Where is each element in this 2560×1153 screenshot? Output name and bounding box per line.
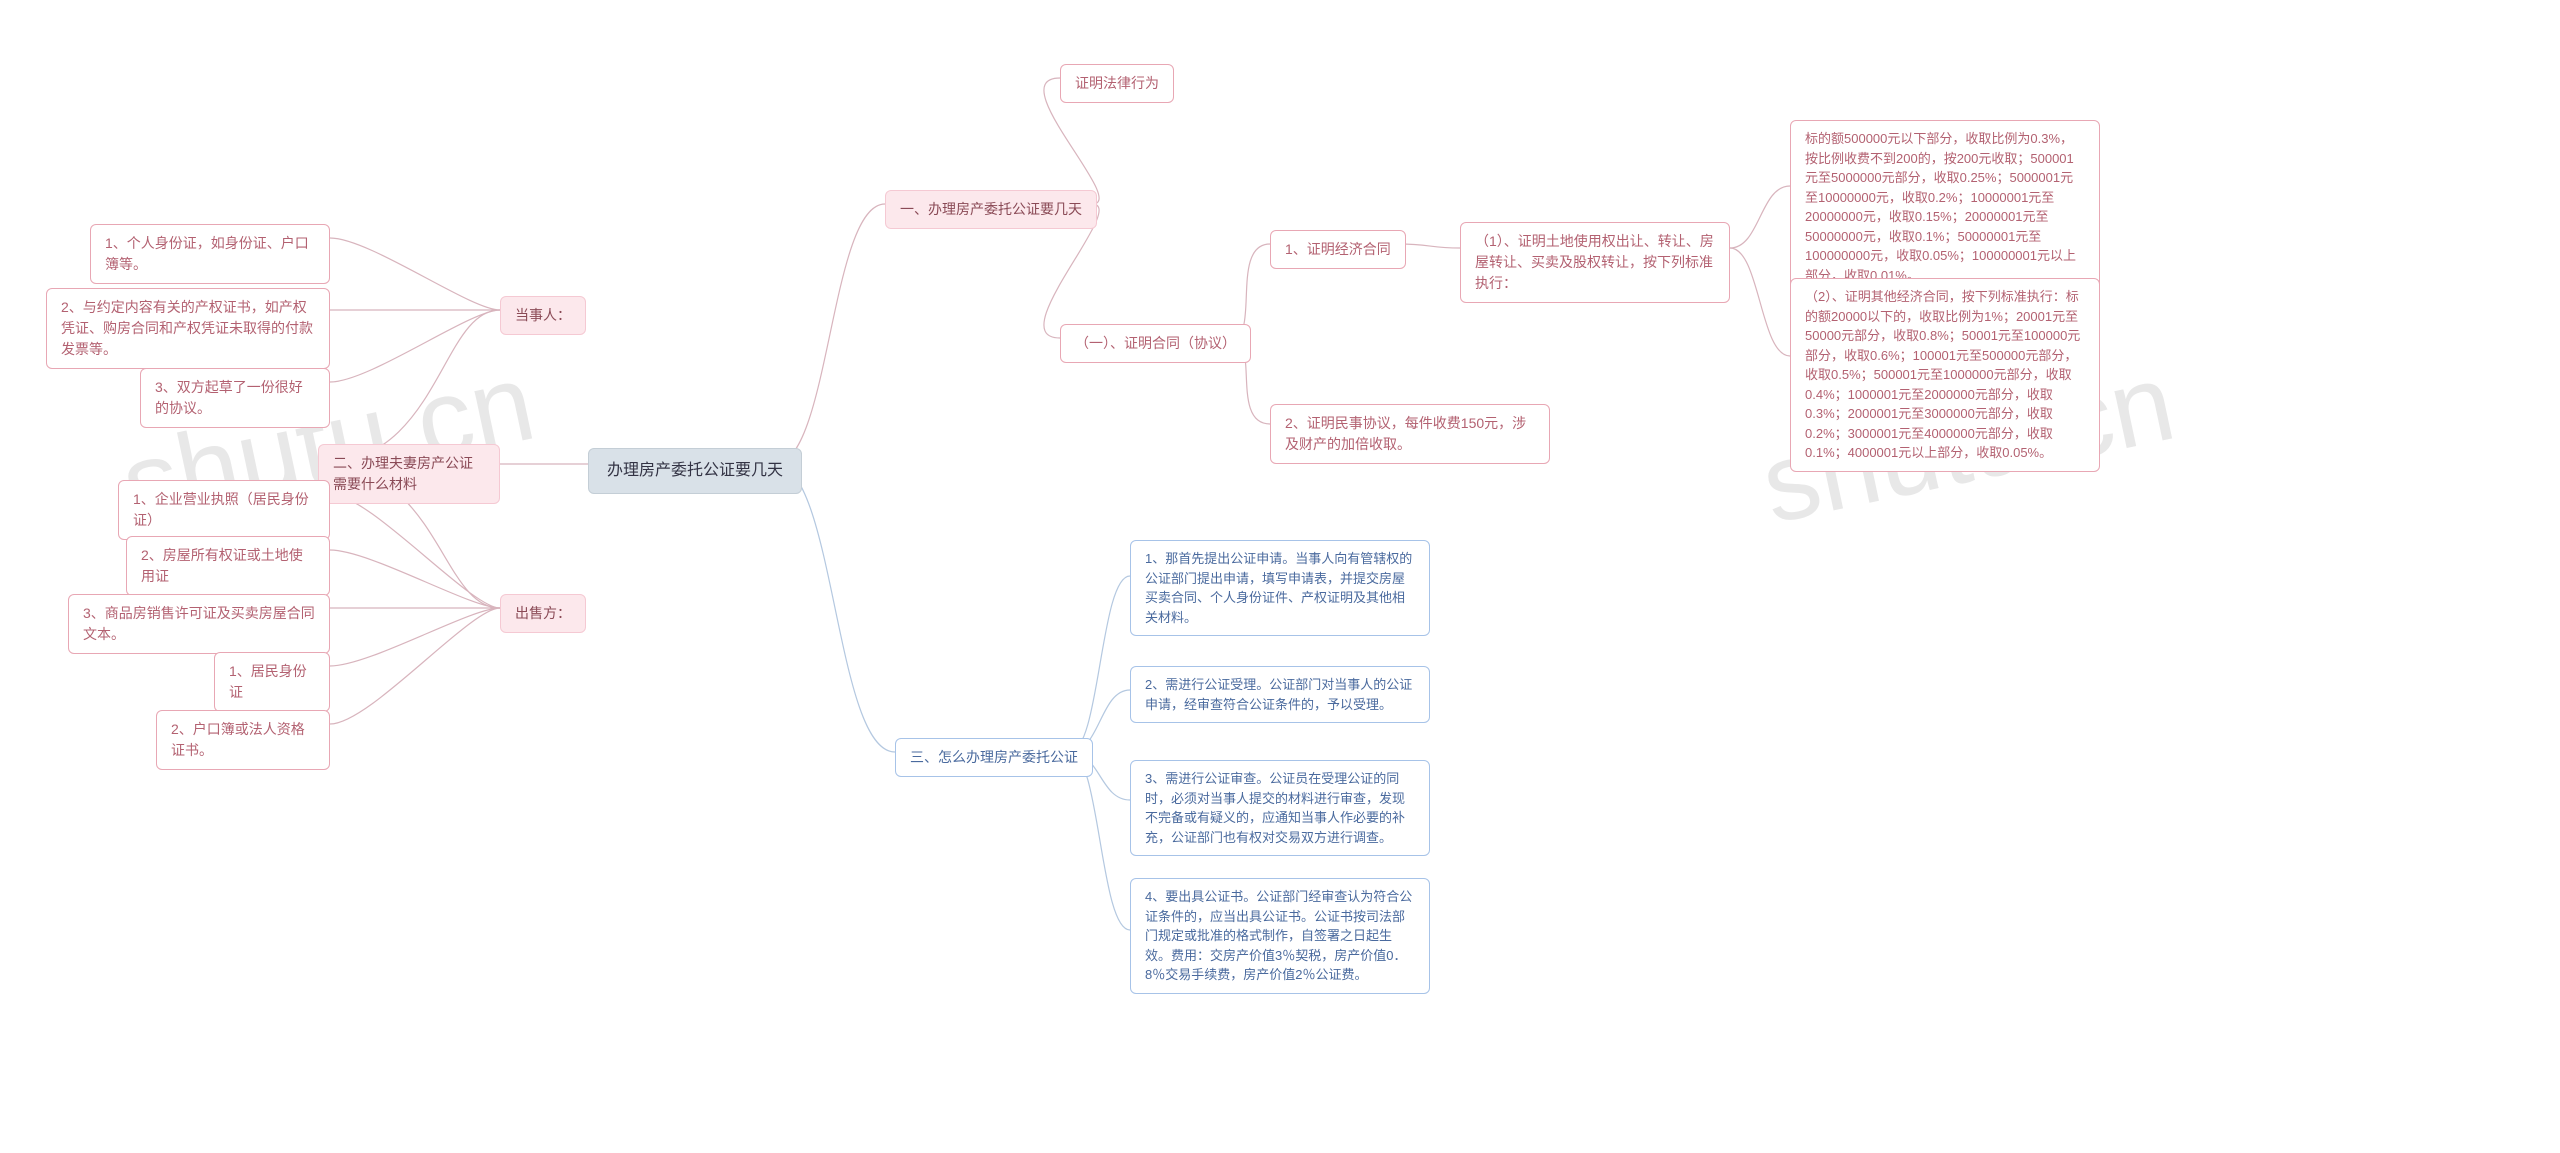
node-d1[interactable]: 1、个人身份证，如身份证、户口簿等。 — [90, 224, 330, 284]
node-seller[interactable]: 出售方： — [500, 594, 586, 633]
node-d2[interactable]: 2、与约定内容有关的产权证书，如产权凭证、购房合同和产权凭证未取得的付款发票等。 — [46, 288, 330, 369]
node-contract[interactable]: （一）、证明合同（协议） — [1060, 324, 1251, 363]
node-step-2[interactable]: 2、需进行公证受理。公证部门对当事人的公证申请，经审查符合公证条件的，予以受理。 — [1130, 666, 1430, 723]
root-node[interactable]: 办理房产委托公证要几天 — [588, 448, 802, 494]
node-e3[interactable]: 3、商品房销售许可证及买卖房屋合同文本。 — [68, 594, 330, 654]
node-econ-contract[interactable]: 1、证明经济合同 — [1270, 230, 1406, 269]
node-e4[interactable]: 1、居民身份证 — [214, 652, 330, 712]
node-step-4[interactable]: 4、要出具公证书。公证部门经审查认为符合公证条件的，应当出具公证书。公证书按司法… — [1130, 878, 1430, 994]
node-e2[interactable]: 2、房屋所有权证或土地使用证 — [126, 536, 330, 596]
node-fee-2[interactable]: （2）、证明其他经济合同，按下列标准执行：标的额20000以下的，收取比例为1%… — [1790, 278, 2100, 472]
section-2[interactable]: 二、办理夫妻房产公证需要什么材料 — [318, 444, 500, 504]
node-fee-1[interactable]: 标的额500000元以下部分，收取比例为0.3%，按比例收费不到200的，按20… — [1790, 120, 2100, 294]
node-e5[interactable]: 2、户口簿或法人资格证书。 — [156, 710, 330, 770]
node-parties[interactable]: 当事人： — [500, 296, 586, 335]
section-3[interactable]: 三、怎么办理房产委托公证 — [895, 738, 1093, 777]
node-land-transfer[interactable]: （1）、证明土地使用权出让、转让、房屋转让、买卖及股权转让，按下列标准执行： — [1460, 222, 1730, 303]
node-legal-act[interactable]: 证明法律行为 — [1060, 64, 1174, 103]
node-civil-agreement[interactable]: 2、证明民事协议，每件收费150元，涉及财产的加倍收取。 — [1270, 404, 1550, 464]
node-e1[interactable]: 1、企业营业执照（居民身份证） — [118, 480, 330, 540]
node-step-1[interactable]: 1、那首先提出公证申请。当事人向有管辖权的公证部门提出申请，填写申请表，并提交房… — [1130, 540, 1430, 636]
node-d3[interactable]: 3、双方起草了一份很好的协议。 — [140, 368, 330, 428]
section-1[interactable]: 一、办理房产委托公证要几天 — [885, 190, 1097, 229]
node-step-3[interactable]: 3、需进行公证审查。公证员在受理公证的同时，必须对当事人提交的材料进行审查，发现… — [1130, 760, 1430, 856]
